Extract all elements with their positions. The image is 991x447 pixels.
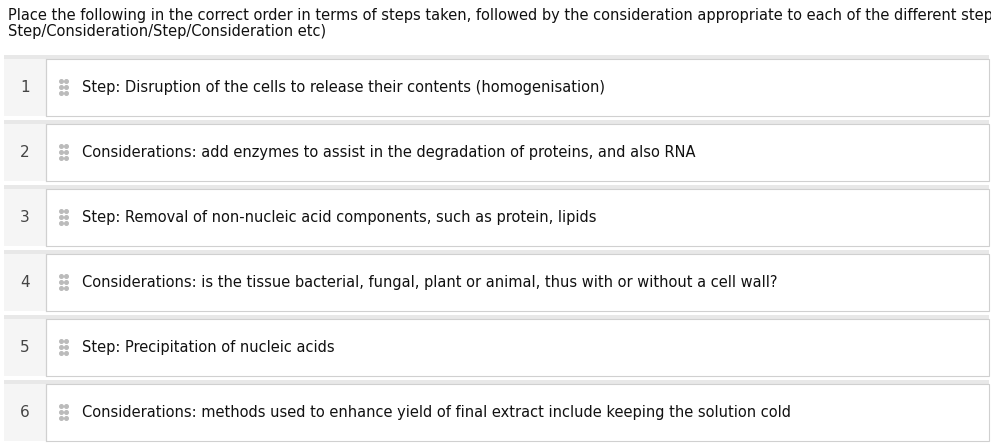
Circle shape: [59, 405, 63, 408]
Text: Step: Precipitation of nucleic acids: Step: Precipitation of nucleic acids: [82, 340, 335, 355]
Text: Step/Consideration/Step/Consideration etc): Step/Consideration/Step/Consideration et…: [8, 24, 326, 39]
Text: Step: Disruption of the cells to release their contents (homogenisation): Step: Disruption of the cells to release…: [82, 80, 605, 95]
Bar: [4, 254, 46, 311]
Circle shape: [59, 80, 63, 83]
Circle shape: [59, 92, 63, 95]
Bar: [4, 250, 989, 254]
Circle shape: [64, 352, 68, 355]
Text: Considerations: is the tissue bacterial, fungal, plant or animal, thus with or w: Considerations: is the tissue bacterial,…: [82, 275, 778, 290]
Text: Place the following in the correct order in terms of steps taken, followed by th: Place the following in the correct order…: [8, 8, 991, 23]
Circle shape: [64, 92, 68, 95]
Text: 6: 6: [20, 405, 30, 420]
Bar: [4, 55, 989, 59]
Bar: [46, 189, 989, 246]
Circle shape: [64, 80, 68, 83]
Circle shape: [64, 287, 68, 290]
Circle shape: [59, 210, 63, 213]
Bar: [46, 254, 989, 311]
Bar: [4, 59, 46, 116]
Circle shape: [59, 145, 63, 148]
Circle shape: [59, 151, 63, 154]
Circle shape: [64, 145, 68, 148]
Circle shape: [59, 216, 63, 219]
Text: Step: Removal of non-nucleic acid components, such as protein, lipids: Step: Removal of non-nucleic acid compon…: [82, 210, 597, 225]
Circle shape: [64, 222, 68, 225]
Bar: [4, 120, 989, 124]
Circle shape: [64, 86, 68, 89]
Circle shape: [59, 411, 63, 414]
Circle shape: [64, 281, 68, 284]
Circle shape: [59, 281, 63, 284]
Circle shape: [59, 157, 63, 160]
Circle shape: [64, 151, 68, 154]
Bar: [46, 59, 989, 116]
Circle shape: [64, 346, 68, 349]
Circle shape: [59, 86, 63, 89]
Text: 1: 1: [20, 80, 30, 95]
Text: 3: 3: [20, 210, 30, 225]
Circle shape: [64, 275, 68, 278]
Circle shape: [59, 417, 63, 420]
Text: 5: 5: [20, 340, 30, 355]
Bar: [4, 380, 989, 384]
Bar: [4, 124, 46, 181]
Circle shape: [59, 222, 63, 225]
Bar: [4, 319, 46, 376]
Text: Considerations: methods used to enhance yield of final extract include keeping t: Considerations: methods used to enhance …: [82, 405, 791, 420]
Circle shape: [64, 216, 68, 219]
Circle shape: [64, 210, 68, 213]
Bar: [4, 384, 46, 441]
Text: Considerations: add enzymes to assist in the degradation of proteins, and also R: Considerations: add enzymes to assist in…: [82, 145, 696, 160]
Bar: [4, 189, 46, 246]
Circle shape: [64, 157, 68, 160]
Circle shape: [59, 352, 63, 355]
Bar: [4, 185, 989, 189]
Bar: [46, 124, 989, 181]
Circle shape: [64, 340, 68, 343]
Text: 4: 4: [20, 275, 30, 290]
Bar: [46, 384, 989, 441]
Text: 2: 2: [20, 145, 30, 160]
Circle shape: [64, 405, 68, 408]
Circle shape: [64, 411, 68, 414]
Circle shape: [59, 340, 63, 343]
Circle shape: [59, 346, 63, 349]
Bar: [4, 315, 989, 319]
Bar: [46, 319, 989, 376]
Circle shape: [59, 275, 63, 278]
Circle shape: [59, 287, 63, 290]
Circle shape: [64, 417, 68, 420]
